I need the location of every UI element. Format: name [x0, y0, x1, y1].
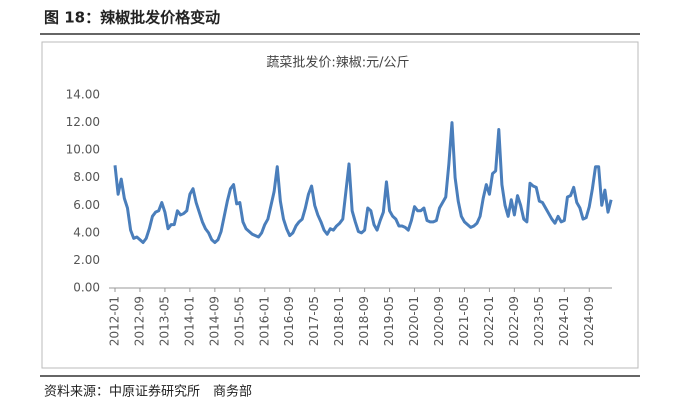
x-tick-label: 2017-05 — [307, 296, 321, 346]
source-note: 资料来源：中原证券研究所 商务部 — [44, 384, 252, 400]
x-tick-label: 2016-09 — [282, 296, 296, 346]
x-tick-label: 2014-09 — [207, 296, 221, 346]
y-tick-label: 12.00 — [66, 115, 100, 129]
x-tick-label: 2022-01 — [482, 296, 496, 346]
y-tick-label: 2.00 — [73, 253, 100, 267]
x-tick-label: 2024-01 — [557, 296, 571, 346]
x-tick-label: 2014-01 — [182, 296, 196, 346]
x-tick-label: 2016-01 — [257, 296, 271, 346]
x-tick-label: 2018-09 — [357, 296, 371, 346]
x-tick-label: 2019-05 — [382, 296, 396, 346]
y-tick-label: 4.00 — [73, 225, 100, 239]
series-line — [113, 121, 613, 245]
chart-frame — [41, 41, 639, 369]
x-tick-label: 2022-09 — [507, 296, 521, 346]
x-tick-label: 2012-09 — [132, 296, 146, 346]
x-tick-label: 2021-05 — [457, 296, 471, 346]
x-tick-label: 2015-05 — [232, 296, 246, 346]
y-tick-label: 8.00 — [73, 170, 100, 184]
y-tick-label: 10.00 — [66, 143, 100, 157]
figure-title: 图 18：辣椒批发价格变动 — [44, 9, 220, 27]
x-tick-label: 2020-01 — [407, 296, 421, 346]
x-tick-label: 2023-05 — [532, 296, 546, 346]
x-tick-label: 2013-05 — [157, 296, 171, 346]
x-tick-label: 2020-09 — [432, 296, 446, 346]
y-tick-label: 6.00 — [73, 198, 100, 212]
x-tick-label: 2012-01 — [108, 296, 122, 346]
x-tick-label: 2018-01 — [332, 296, 346, 346]
y-tick-label: 0.00 — [73, 281, 100, 295]
y-tick-label: 14.00 — [66, 88, 100, 102]
chart-title: 蔬菜批发价:辣椒:元/公斤 — [266, 55, 409, 71]
x-tick-label: 2024-09 — [582, 296, 596, 346]
